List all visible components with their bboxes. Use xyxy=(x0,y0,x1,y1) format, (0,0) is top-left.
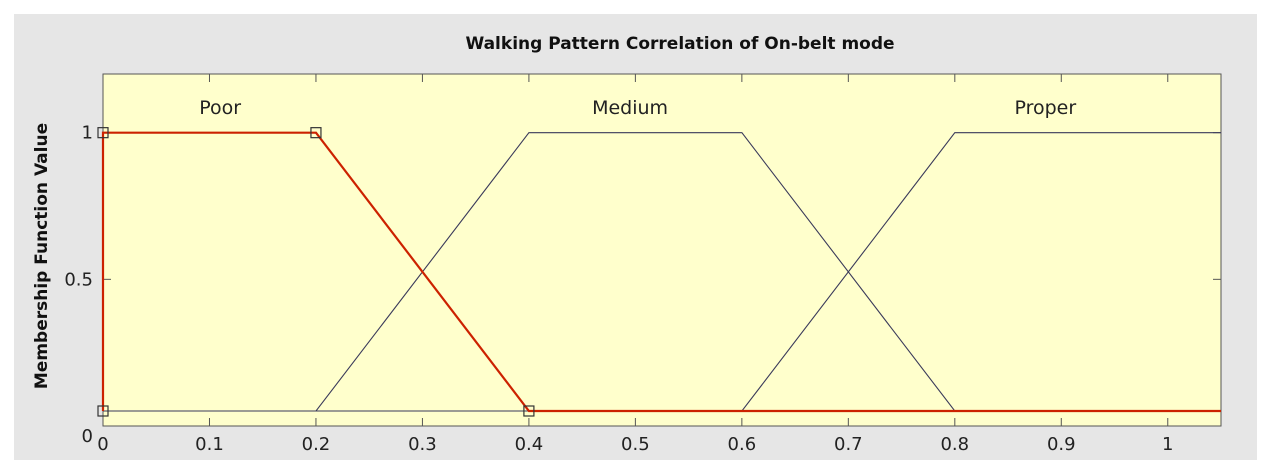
x-tick-label: 0.5 xyxy=(621,434,650,455)
x-tick-label: 0.9 xyxy=(1047,434,1076,455)
series-group xyxy=(97,127,1221,417)
series-label-poor: Poor xyxy=(199,97,241,119)
plot-area xyxy=(102,73,1222,427)
y-tick-label: 0.5 xyxy=(64,269,93,290)
x-tick-label: 0.3 xyxy=(408,434,437,455)
chart-title: Walking Pattern Correlation of On-belt m… xyxy=(465,34,894,54)
y-tick-label: 1 xyxy=(82,123,93,144)
axis-ticks: 0 0.1 0.2 0.3 0.4 0.5 0.6 0.7 0.8 0.9 1 0 0.5 1 xyxy=(64,74,1221,455)
y-axis-label: Membership Function Value xyxy=(32,123,52,389)
series-label-medium: Medium xyxy=(592,97,668,119)
control-point-marker[interactable] xyxy=(97,405,109,417)
x-tick-label: 0.2 xyxy=(302,434,331,455)
x-tick-label: 0.6 xyxy=(728,434,757,455)
x-tick-label: 0.8 xyxy=(940,434,969,455)
series-line-poor xyxy=(101,131,1221,413)
x-tick-label: 0.4 xyxy=(515,434,544,455)
figure-window: Walking Pattern Correlation of On-belt m… xyxy=(14,14,1257,460)
x-tick-label: 0.7 xyxy=(834,434,863,455)
series-label-proper: Proper xyxy=(1014,97,1076,119)
control-point-marker[interactable] xyxy=(523,405,535,417)
x-tick-label: 0 xyxy=(97,434,108,455)
y-tick-label: 0 xyxy=(82,426,93,447)
control-point-marker[interactable] xyxy=(310,127,322,139)
control-point-marker[interactable] xyxy=(97,127,109,139)
series-labels: Poor Medium Proper xyxy=(199,97,1076,119)
chart: Walking Pattern Correlation of On-belt m… xyxy=(32,34,1222,455)
x-tick-label: 0.1 xyxy=(195,434,224,455)
series-line-proper xyxy=(103,132,1221,412)
x-tick-label: 1 xyxy=(1162,434,1173,455)
